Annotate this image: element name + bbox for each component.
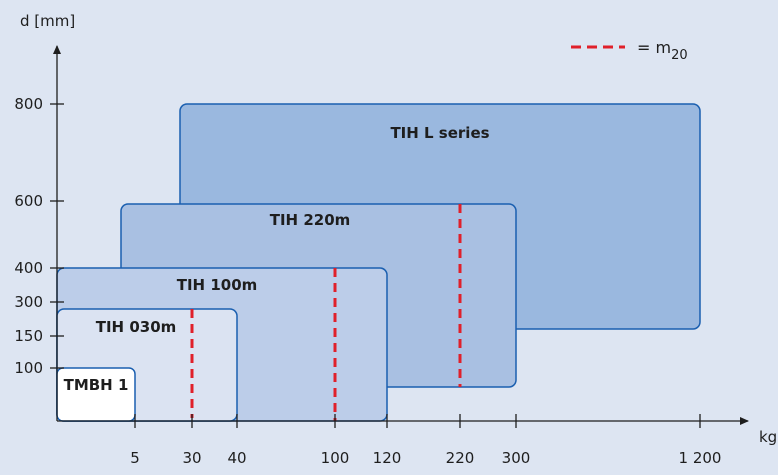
y-tick-label: 800: [14, 95, 43, 113]
x-axis-title: kg: [759, 428, 777, 446]
legend-eq: = m: [637, 38, 671, 57]
x-ticks: 5 30 40 100 120 220 300 1 200: [130, 414, 721, 467]
x-tick-label: 5: [130, 449, 140, 467]
y-tick-label: 100: [14, 359, 43, 377]
y-tick-label: 600: [14, 192, 43, 210]
label-tmbh-1: TMBH 1: [64, 376, 129, 394]
x-tick-label: 1 200: [679, 449, 722, 467]
x-tick-label: 300: [502, 449, 531, 467]
label-tih-030m: TIH 030m: [96, 318, 177, 336]
y-axis-title: d [mm]: [20, 12, 75, 30]
legend-subscript: 20: [671, 48, 688, 63]
y-ticks: 100 150 300 400 600 800: [14, 95, 64, 377]
label-tih-100m: TIH 100m: [177, 276, 258, 294]
x-tick-label: 30: [182, 449, 201, 467]
x-tick-label: 40: [227, 449, 246, 467]
y-tick-label: 300: [14, 293, 43, 311]
legend: = m20: [571, 38, 688, 63]
heater-ranges: [56, 103, 701, 422]
m20-markers: [190, 204, 462, 421]
x-tick-label: 220: [446, 449, 475, 467]
legend-label: = m20: [637, 38, 688, 63]
y-tick-label: 400: [14, 259, 43, 277]
label-tih-l-series: TIH L series: [390, 124, 489, 142]
label-tih-220m: TIH 220m: [270, 211, 351, 229]
axes: d [mm] kg: [20, 12, 777, 446]
x-tick-label: 120: [373, 449, 402, 467]
x-tick-label: 100: [321, 449, 350, 467]
y-tick-label: 150: [14, 327, 43, 345]
